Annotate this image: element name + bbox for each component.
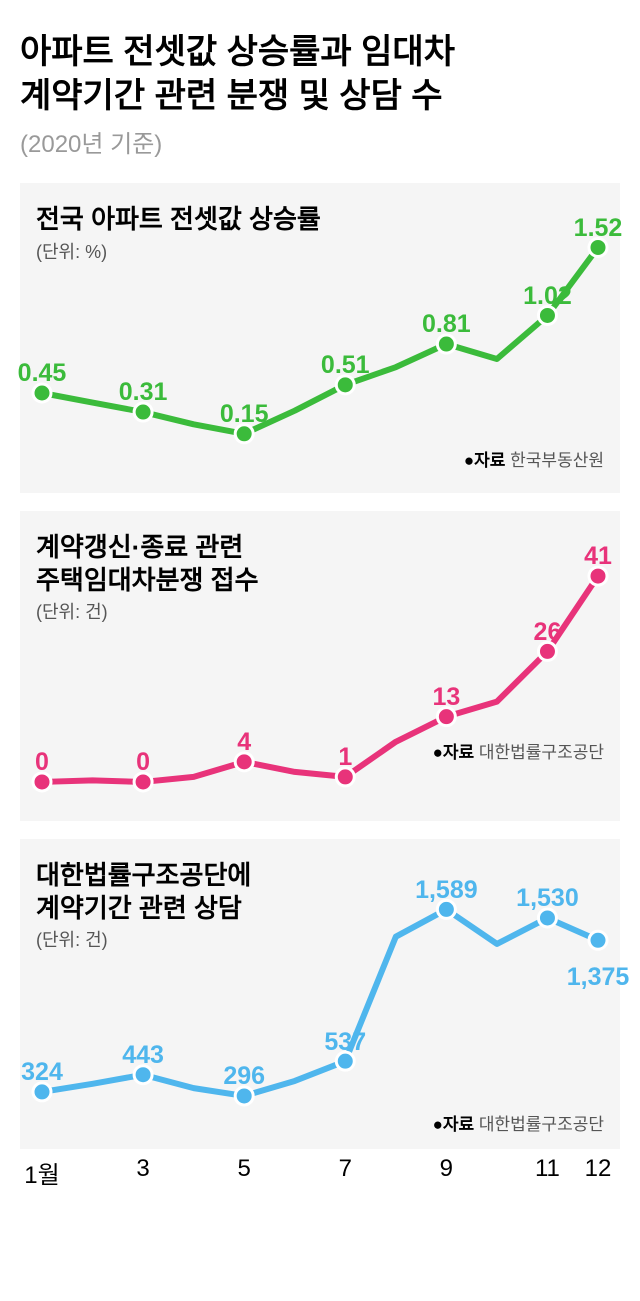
data-label: 443 [122,1041,164,1070]
x-tick: 5 [237,1155,250,1183]
x-tick: 11 [535,1155,560,1183]
data-label: 0.15 [220,400,269,429]
data-marker [589,932,607,950]
chart-svg-2 [20,511,620,821]
x-tick: 3 [136,1155,149,1183]
data-label: 0.45 [18,359,67,388]
x-tick: 7 [339,1155,352,1183]
data-label: 26 [534,618,562,647]
data-label: 324 [21,1058,63,1087]
main-title: 아파트 전셋값 상승률과 임대차 계약기간 관련 분쟁 및 상담 수 [20,30,620,118]
x-tick: 12 [585,1155,612,1183]
data-label: 1 [338,743,352,772]
chart-source: ●자료 한국부동산원 [464,446,604,471]
chart-panel-3: 대한법률구조공단에 계약기간 관련 상담 (단위: 건) 32444329653… [20,839,620,1149]
chart-source: ●자료 대한법률구조공단 [433,738,604,763]
data-label: 1.52 [574,214,623,243]
data-label: 0 [35,748,49,777]
x-tick: 9 [440,1155,453,1183]
x-tick: 1월 [24,1155,59,1190]
data-label: 1,530 [516,884,579,913]
title-line-1: 아파트 전셋값 상승률과 임대차 [20,33,455,71]
data-label: 1,589 [415,876,478,905]
chart-panel-1: 전국 아파트 전셋값 상승률 (단위: %) 0.450.310.150.510… [20,183,620,493]
data-label: 0.51 [321,351,370,380]
chart-panel-2: 계약갱신·종료 관련 주택임대차분쟁 접수 (단위: 건) 0041132641… [20,511,620,821]
data-label: 0.81 [422,310,471,339]
data-label: 0 [136,748,150,777]
data-label: 1.02 [523,282,572,311]
data-label: 41 [584,542,612,571]
data-label: 13 [432,683,460,712]
data-label: 296 [223,1062,265,1091]
subtitle: (2020년 기준) [20,124,620,159]
data-label: 0.31 [119,378,168,407]
data-label: 4 [237,728,251,757]
data-label: 537 [324,1028,366,1057]
title-line-2: 계약기간 관련 분쟁 및 상담 수 [20,77,443,115]
data-label: 1,375 [567,963,630,992]
chart-source: ●자료 대한법률구조공단 [433,1110,604,1135]
